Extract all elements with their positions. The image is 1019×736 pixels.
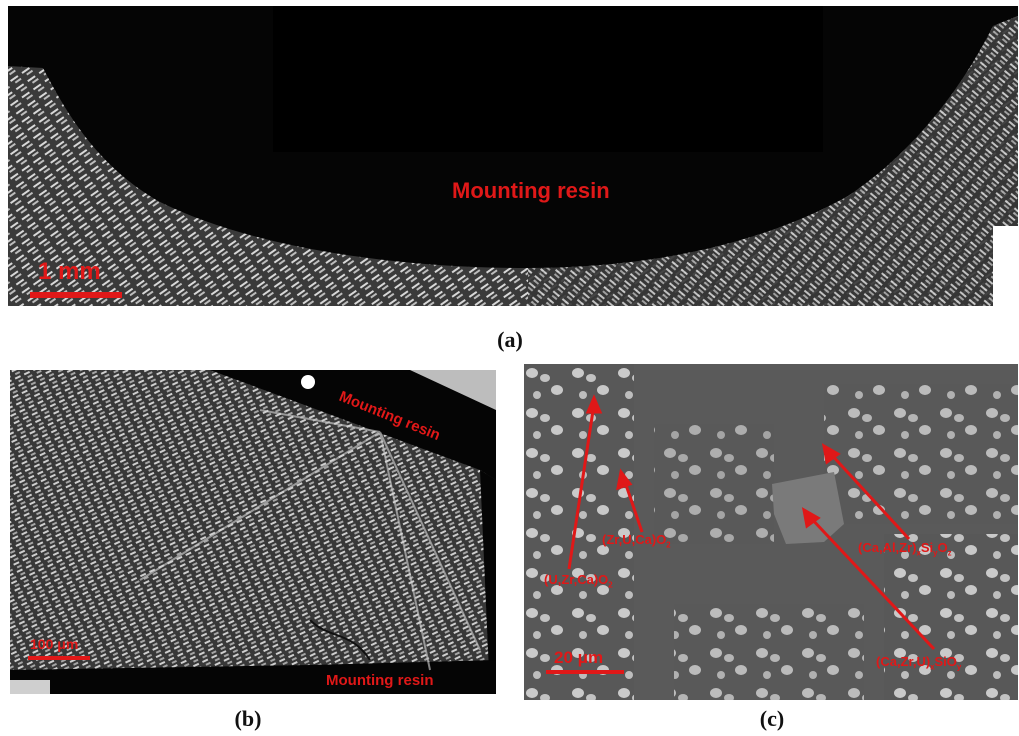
phase-label-ca-al-zr-silicate: (Ca,Al,Zr)xSiyOz: [858, 540, 952, 558]
caption-c: (c): [759, 706, 785, 731]
phase-label-u-zr-ca: (U,Zr,Ca)O2: [544, 572, 613, 590]
phase-label-zr-u-ca: (Zr,U,Ca)O2: [602, 532, 671, 550]
scale-bar-label: 1 mm: [38, 258, 101, 285]
phase-label-ca-zr-u-silicate: (Ca,Zr,U)xSiOy: [876, 654, 962, 672]
panel-b-micrograph: Mounting resin Mounting resin 100 μm: [10, 370, 496, 694]
scale-bar-label: 20 μm: [554, 648, 604, 667]
resin-label-bottom: Mounting resin: [326, 672, 434, 689]
resin-label: Mounting resin: [452, 178, 610, 203]
scale-bar-label: 100 μm: [30, 636, 79, 652]
caption-b: (b): [234, 706, 262, 731]
panel-c-micrograph: (Zr,U,Ca)O2 (U,Zr,Ca)O2 (Ca,Al,Zr)xSiyOz…: [524, 364, 1018, 700]
panel-a-micrograph: Mounting resin 1 mm: [8, 6, 1018, 318]
caption-a: (a): [497, 327, 523, 352]
